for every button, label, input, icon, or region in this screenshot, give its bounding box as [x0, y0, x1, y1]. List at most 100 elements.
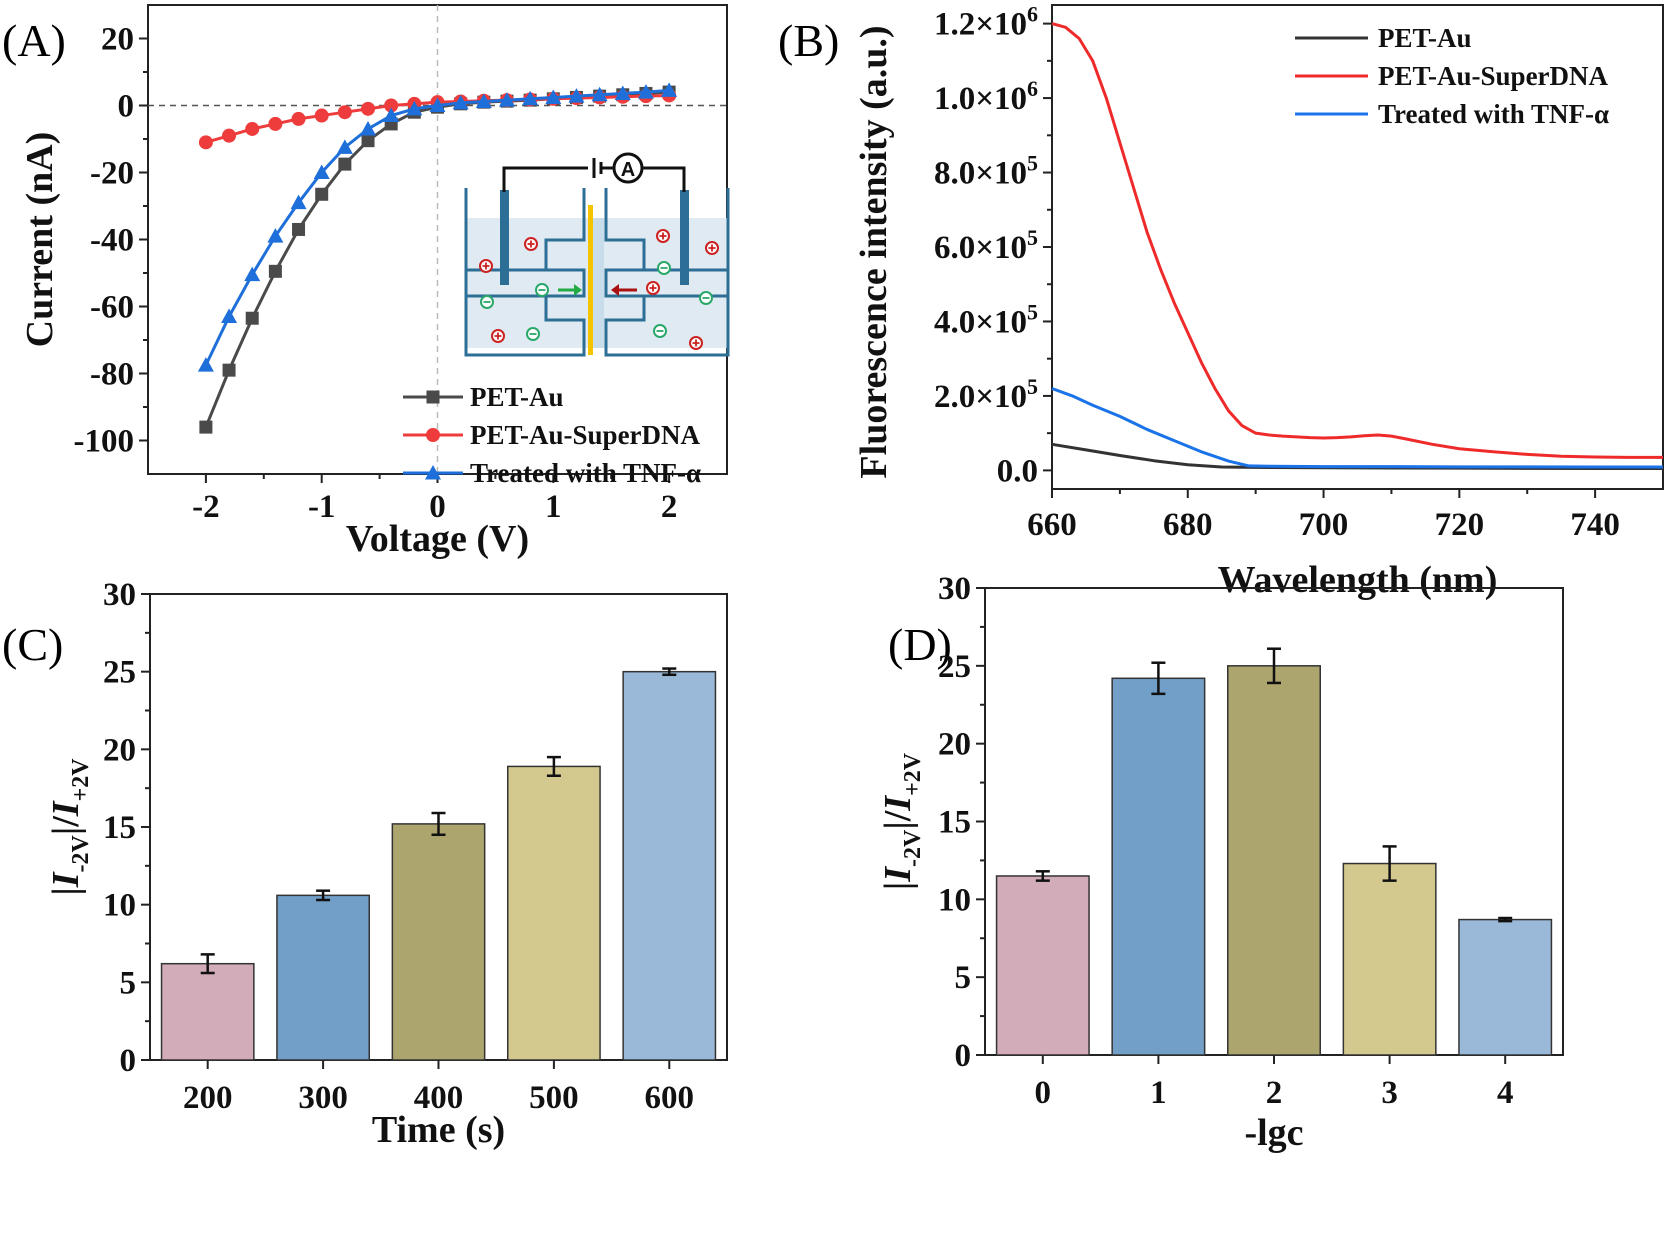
- chart-panel-b: 660 680 700 720 740 0.0 2.0×105 4.0×105 6.0×105 8…: [853, 2, 1664, 601]
- data-point: [268, 264, 282, 278]
- bar: [1342, 862, 1437, 1056]
- data-point: [568, 88, 585, 103]
- legend-marker: [426, 390, 440, 404]
- x-tick-label: 3: [1381, 1075, 1398, 1111]
- y-tick-label: 25: [938, 649, 971, 685]
- bar: [160, 962, 255, 1061]
- y-tick-label: 15: [103, 810, 136, 846]
- y-tick-label: 30: [938, 571, 971, 607]
- legend: PET-Au PET-Au-SuperDNA Treated with TNF-α: [1295, 23, 1609, 129]
- data-point: [222, 363, 236, 377]
- legend: PET-Au PET-Au-SuperDNA Treated with TNF-α: [403, 382, 701, 488]
- data-point: [337, 105, 352, 120]
- x-tick-label: 0: [429, 489, 446, 525]
- data-point: [199, 420, 213, 434]
- legend-label: PET-Au-SuperDNA: [1378, 61, 1609, 91]
- cation-sign: [649, 284, 657, 292]
- y-tick-label: 10: [938, 882, 971, 918]
- x-tick-label: 300: [298, 1080, 348, 1116]
- y-tick-label: 0: [120, 1043, 137, 1079]
- data-point: [661, 82, 678, 97]
- legend-label: Treated with TNF-α: [470, 458, 701, 488]
- y-tick-label: 4.0×105: [934, 299, 1038, 340]
- y-tick-label: 5: [955, 960, 972, 996]
- y-tick-label: 5: [120, 965, 137, 1001]
- y-tick-label: 1.0×106: [934, 76, 1038, 117]
- data-point: [314, 108, 329, 123]
- cation-sign: [527, 240, 535, 248]
- x-tick-label: 400: [414, 1080, 464, 1116]
- cation-sign: [659, 232, 667, 240]
- data-point: [429, 97, 446, 112]
- x-tick-label: 1: [545, 489, 562, 525]
- legend-marker: [425, 465, 441, 480]
- x-axis-label: -lgc: [1244, 1112, 1303, 1154]
- data-point: [637, 84, 654, 99]
- panel-label-a: (A): [2, 15, 66, 66]
- ammeter-icon: [612, 152, 644, 184]
- cation-sign: [692, 339, 700, 347]
- y-tick-label: 20: [103, 732, 136, 768]
- x-tick-label: 0: [1035, 1075, 1052, 1111]
- legend-label: PET-Au-SuperDNA: [470, 420, 701, 450]
- data-point: [452, 94, 469, 110]
- x-tick-label: -1: [308, 489, 336, 525]
- x-tick-label: 2: [661, 489, 678, 525]
- y-tick-label: 0: [118, 89, 135, 125]
- panel-label-c: (C): [2, 619, 63, 670]
- x-tick-label: 500: [529, 1080, 579, 1116]
- ammeter-label: A: [621, 159, 635, 181]
- data-point: [268, 116, 283, 131]
- bar: [995, 875, 1090, 1056]
- series-line-1: [1051, 22, 1663, 459]
- data-point: [545, 89, 562, 104]
- data-point: [336, 139, 353, 154]
- data-point: [360, 120, 377, 136]
- y-tick-label: 25: [103, 655, 136, 691]
- y-tick-label: -100: [74, 424, 135, 460]
- chart-panel-d: 0 5 10 15 20 25 30 0 1 2 3 4 -lgc |I-2V|/I+2V: [877, 571, 1564, 1154]
- y-tick-label: -40: [90, 223, 134, 259]
- x-tick-label: 680: [1163, 507, 1213, 543]
- electrode-icon: [500, 190, 509, 285]
- bar: [391, 823, 486, 1061]
- data-point: [197, 357, 214, 372]
- y-tick-label: -20: [90, 156, 134, 192]
- x-tick-label: 4: [1497, 1075, 1514, 1111]
- bar: [1458, 918, 1553, 1056]
- data-point: [267, 228, 284, 243]
- bar: [276, 894, 371, 1061]
- data-point: [384, 98, 399, 113]
- inset-right-cell: [604, 188, 730, 357]
- chart-panel-c: 0 5 10 15 20 25 30 200 300 400 500 600 Time (s) |I-2V…: [45, 577, 728, 1151]
- arrow-left-head: [611, 284, 619, 296]
- legend-label: Treated with TNF-α: [1378, 99, 1609, 129]
- data-point: [522, 90, 539, 106]
- data-point: [338, 157, 352, 171]
- electrode-icon: [680, 190, 689, 285]
- inset-wire-right: [601, 166, 686, 192]
- y-tick-label: 0: [955, 1038, 972, 1074]
- data-point: [315, 187, 329, 201]
- y-tick-label: -60: [90, 290, 134, 326]
- y-tick-label: 20: [101, 22, 134, 58]
- data-point: [222, 128, 237, 143]
- y-tick-label: 30: [103, 577, 136, 613]
- x-tick-label: -2: [192, 489, 220, 525]
- data-point: [245, 121, 260, 136]
- panel-label-b: (B): [778, 15, 839, 66]
- x-tick-label: 700: [1299, 507, 1349, 543]
- data-point: [406, 100, 423, 116]
- y-axis-label: |I-2V|/I+2V: [877, 752, 926, 890]
- data-point: [591, 86, 608, 102]
- data-point: [498, 92, 515, 107]
- y-tick-label: 10: [103, 888, 136, 924]
- x-tick-label: 740: [1570, 507, 1620, 543]
- x-tick-label: 660: [1027, 507, 1077, 543]
- data-point: [361, 134, 375, 148]
- x-axis-label: Voltage (V): [346, 518, 529, 560]
- x-tick-label: 1: [1150, 1075, 1167, 1111]
- data-point: [221, 308, 238, 324]
- inset-channel-band: [590, 218, 604, 348]
- y-tick-label: 8.0×105: [934, 151, 1038, 192]
